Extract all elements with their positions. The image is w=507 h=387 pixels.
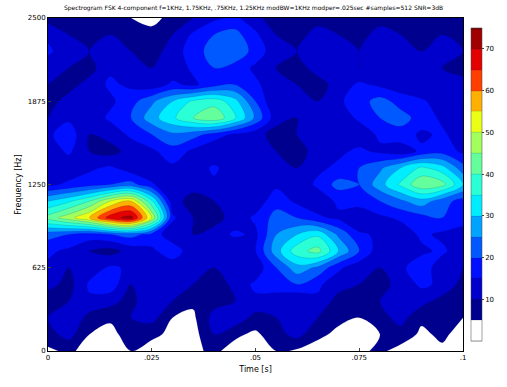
svg-text:70: 70 (485, 45, 494, 53)
svg-text:1250: 1250 (28, 181, 46, 189)
svg-text:30: 30 (485, 212, 494, 220)
svg-text:.05: .05 (250, 354, 261, 362)
svg-text:Spectrogram FSK 4-component f=: Spectrogram FSK 4-component f=1KHz, 1.75… (64, 4, 443, 12)
svg-text:60: 60 (485, 87, 494, 95)
svg-text:.025: .025 (144, 354, 160, 362)
svg-text:50: 50 (485, 129, 494, 137)
svg-text:40: 40 (485, 171, 494, 179)
svg-text:20: 20 (485, 254, 494, 262)
svg-text:2500: 2500 (28, 14, 46, 22)
svg-text:0: 0 (46, 354, 50, 362)
svg-text:.1: .1 (460, 354, 467, 362)
svg-text:.075: .075 (351, 354, 367, 362)
svg-text:1875: 1875 (28, 98, 46, 106)
svg-text:10: 10 (485, 296, 494, 304)
svg-text:Time [s]: Time [s] (238, 365, 272, 374)
svg-text:625: 625 (32, 264, 45, 272)
svg-text:0: 0 (41, 347, 45, 355)
svg-text:Frequency [Hz]: Frequency [Hz] (14, 154, 23, 214)
